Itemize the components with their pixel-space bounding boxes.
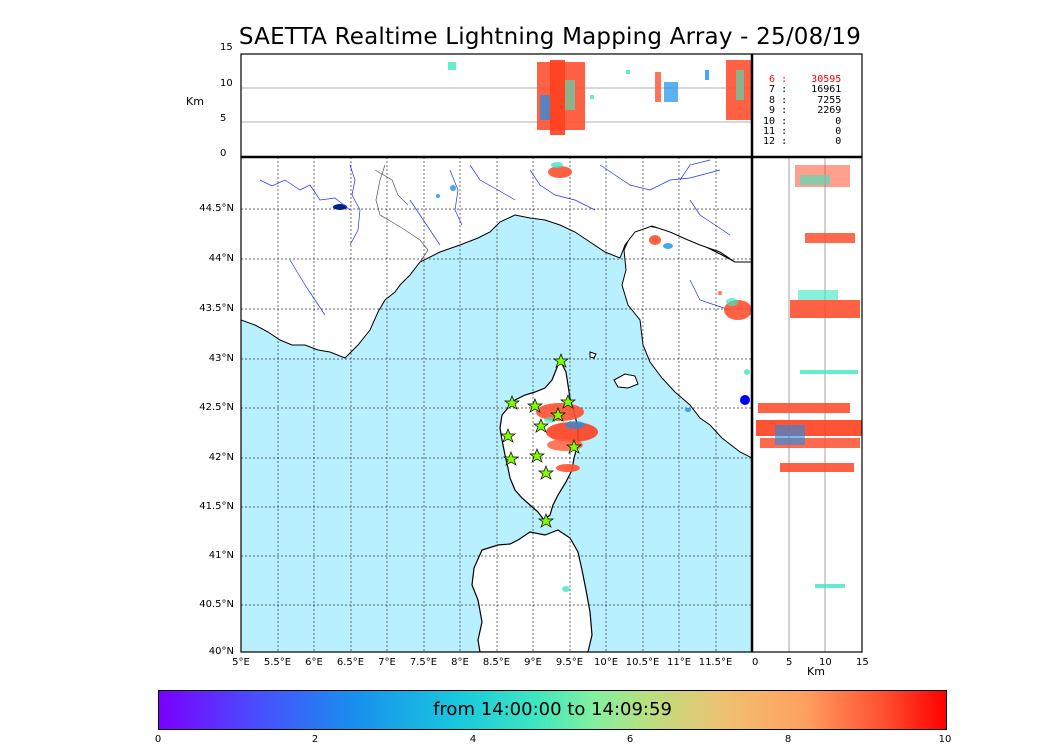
- lon-tick: 11°E: [666, 657, 692, 668]
- side-tick: 15: [856, 657, 869, 668]
- elba-island: [613, 373, 639, 389]
- lon-tick: 6°E: [305, 657, 323, 668]
- lat-tick: 44.5°N: [199, 203, 234, 214]
- lon-tick: 7.5°E: [409, 657, 438, 668]
- map-panel: [241, 157, 752, 652]
- side-cluster-b: [756, 420, 862, 436]
- borders: [374, 164, 429, 263]
- lon-tick: 8°E: [451, 657, 469, 668]
- colorbar-tick: 8: [784, 734, 792, 745]
- lat-tick: 44°N: [208, 253, 234, 264]
- map-title: SAETTA Realtime Lightning Mapping Array …: [238, 24, 862, 50]
- time-colorbar: from 14:00:00 to 14:09:59: [158, 690, 947, 730]
- lat-tick: 41°N: [208, 550, 234, 561]
- sardinia: [471, 529, 593, 652]
- counts-box: [751, 53, 863, 158]
- lat-tick: 42.5°N: [199, 402, 234, 413]
- alt-axis-label: Km: [186, 95, 204, 108]
- rivers: [259, 159, 731, 316]
- colorbar-tick: 6: [626, 734, 634, 745]
- lon-tick: 5.5°E: [263, 657, 292, 668]
- lon-tick: 5°E: [232, 657, 250, 668]
- side-tick: 0: [752, 657, 759, 668]
- gridlines: [241, 157, 752, 652]
- lon-tick: 10°E: [593, 657, 619, 668]
- colorbar-tick: 0: [154, 734, 162, 745]
- lon-tick: 9°E: [524, 657, 542, 668]
- lon-tick: 7°E: [378, 657, 396, 668]
- ligurian-coast-land: [241, 157, 752, 359]
- lat-tick: 43°N: [208, 353, 234, 364]
- lat-tick: 43.5°N: [199, 303, 234, 314]
- colorbar-label: from 14:00:00 to 14:09:59: [433, 699, 672, 720]
- lake: [333, 204, 347, 210]
- colorbar-tick: 4: [469, 734, 477, 745]
- lat-tick: 40°N: [208, 646, 234, 657]
- station-count-row: 10 : 0: [757, 115, 842, 127]
- station-count-row: 6 : 30595: [757, 74, 842, 85]
- lon-tick: 8.5°E: [482, 657, 511, 668]
- lat-tick: 41.5°N: [199, 501, 234, 512]
- alt-tick: 5: [220, 113, 227, 124]
- mainland: [241, 157, 752, 459]
- station-count-row: 7 : 16961: [757, 84, 842, 96]
- lake-blue: [740, 395, 750, 405]
- station-count-row: 9 : 2269: [757, 105, 842, 117]
- lon-tick: 9.5°E: [555, 657, 584, 668]
- top-panel: [241, 54, 752, 157]
- side-axis-label: Km: [807, 665, 825, 678]
- colorbar-tick: 2: [311, 734, 319, 745]
- capraia-island: [589, 351, 597, 359]
- alt-tick: 10: [220, 78, 233, 89]
- lat-tick: 40.5°N: [199, 599, 234, 610]
- side-cluster-c: [790, 300, 860, 318]
- lon-tick: 11.5°E: [698, 657, 733, 668]
- colorbar-tick: 10: [938, 734, 952, 745]
- station-count-row: 11 : 0: [757, 126, 842, 137]
- side-cluster-a: [758, 403, 850, 413]
- side-panel: [752, 157, 862, 652]
- station-count-row: 12 : 0: [757, 136, 842, 148]
- station-count-row: 8 : 7255: [757, 94, 842, 106]
- lma-stations: [499, 353, 583, 528]
- side-tick: 5: [786, 657, 793, 668]
- lon-tick: 10.5°E: [625, 657, 660, 668]
- lat-tick: 42°N: [208, 452, 234, 463]
- side-tick: 10: [819, 657, 832, 668]
- alt-tick: 15: [220, 42, 233, 53]
- alt-tick: 0: [220, 148, 227, 159]
- lon-tick: 6.5°E: [336, 657, 365, 668]
